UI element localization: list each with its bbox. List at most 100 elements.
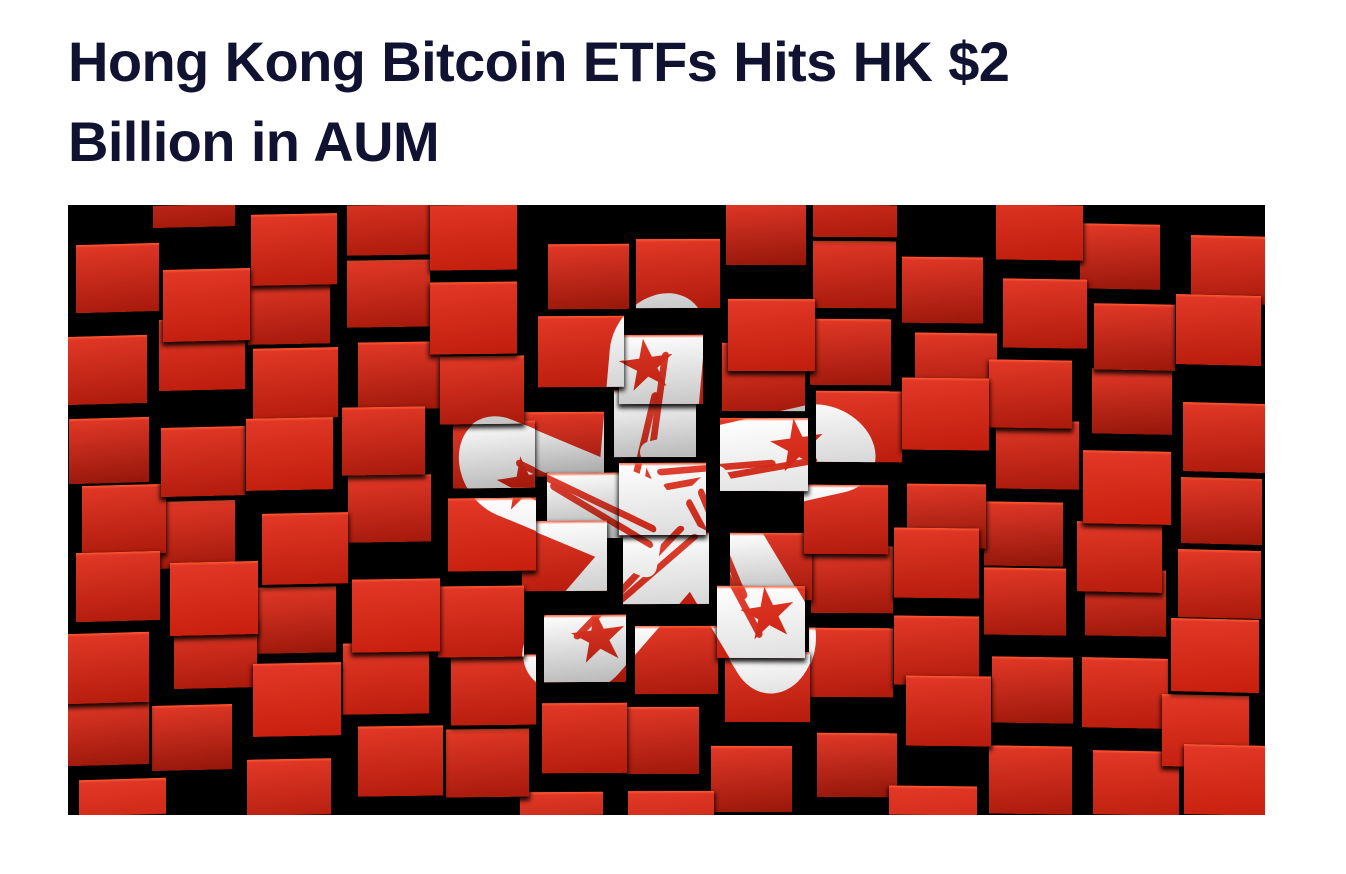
- tile-shading: [893, 527, 980, 599]
- mosaic-tile: [906, 675, 992, 747]
- tile-shading: [902, 256, 984, 323]
- tile-shading: [446, 728, 530, 798]
- tile-shading: [169, 561, 259, 637]
- petal-star-icon: [491, 453, 534, 488]
- tile-artwork-slice: [710, 746, 792, 812]
- tile-shading: [1082, 450, 1171, 526]
- mosaic-tile: [250, 212, 337, 286]
- tile-artwork-slice: [635, 238, 720, 308]
- petal-blade: [522, 520, 608, 582]
- petal-blade: [547, 498, 628, 539]
- flower-petal: [632, 462, 707, 535]
- mosaic-tile: [347, 474, 431, 544]
- petal-blade: [522, 520, 608, 592]
- petal-blade: [635, 286, 709, 308]
- tile-shading: [1182, 401, 1265, 473]
- tile-artwork-slice: [1093, 750, 1180, 815]
- mosaic-tile: [1092, 368, 1173, 435]
- flower-petal: [803, 485, 888, 552]
- tile-shading: [440, 355, 524, 425]
- petal-vein: [662, 462, 707, 491]
- petal-blade: [547, 472, 628, 539]
- petal-vein: [719, 487, 748, 492]
- mosaic-tile: [357, 725, 443, 797]
- tile-shading: [1191, 235, 1265, 306]
- tile-shading: [995, 420, 1080, 490]
- flower-petal: [622, 533, 675, 582]
- tile-shading: [352, 578, 441, 653]
- tile-artwork-slice: [452, 420, 535, 488]
- bauhinia-flower-icon: [894, 527, 910, 598]
- tile-artwork-slice: [252, 347, 338, 419]
- tile-shading: [635, 238, 720, 308]
- tile-shading: [537, 315, 624, 387]
- petal-blade: [803, 485, 888, 530]
- tile-shading: [618, 335, 703, 405]
- tile-shading: [721, 343, 805, 411]
- tile-artwork-slice: [1181, 476, 1263, 545]
- tile-shading: [1003, 278, 1088, 349]
- tile-shading: [1077, 520, 1163, 593]
- bauhinia-flower-icon: [522, 520, 608, 592]
- flower-petal: [589, 315, 624, 387]
- petal-blade: [721, 395, 805, 411]
- flower-petal: [452, 420, 535, 488]
- mosaic-tile: [447, 497, 536, 572]
- petal-vein: [634, 626, 686, 641]
- tile-shading: [1177, 549, 1262, 620]
- petal-blade: [452, 420, 535, 488]
- tile-shading: [252, 347, 338, 419]
- flower-petal: [617, 707, 699, 722]
- mosaic-tile: [247, 758, 332, 815]
- mosaic-tile: [726, 205, 807, 265]
- tile-artwork-slice: [547, 243, 629, 310]
- bauhinia-flower-icon: [448, 497, 536, 572]
- petal-blade: [541, 702, 627, 711]
- bauhinia-flower-icon: [538, 315, 624, 387]
- tile-artwork-slice: [1082, 450, 1171, 526]
- petal-vein: [684, 626, 718, 640]
- tile-shading: [710, 746, 792, 812]
- bauhinia-flower-icon: [622, 533, 709, 605]
- mosaic-tile: [438, 585, 525, 658]
- tile-shading: [158, 318, 245, 392]
- mosaic-tile: [893, 527, 980, 599]
- bauhinia-flower-icon: [634, 626, 718, 695]
- petal-vein: [640, 390, 669, 457]
- tile-artwork-slice: [816, 390, 903, 463]
- mosaic-tile: [728, 298, 816, 371]
- mosaic-tile: [446, 728, 530, 798]
- petal-blade: [450, 401, 524, 425]
- flower-petal: [501, 497, 536, 572]
- petal-vein: [696, 487, 707, 535]
- flower-petal: [541, 702, 627, 722]
- petal-vein: [603, 531, 628, 539]
- flower-petal: [547, 487, 628, 539]
- tile-artwork-slice: [158, 318, 245, 392]
- petal-vein: [619, 532, 700, 535]
- flower-petal: [730, 533, 812, 553]
- flower-petal: [613, 390, 696, 457]
- petal-star-icon: [524, 454, 554, 477]
- mosaic-tile: [81, 483, 166, 555]
- petal-blade: [716, 586, 805, 659]
- tile-artwork-slice: [547, 472, 628, 539]
- tile-shading: [816, 390, 903, 463]
- flower-petal: [816, 391, 892, 463]
- mosaic-tile: [995, 420, 1080, 490]
- bauhinia-flower-icon: [523, 411, 604, 477]
- petal-star-icon: [547, 472, 554, 516]
- petal-blade: [634, 626, 718, 695]
- flower-petal: [635, 626, 718, 695]
- mosaic-tile: [68, 631, 149, 704]
- mosaic-tile: [162, 268, 250, 342]
- mosaic-tile: [523, 411, 604, 477]
- tile-shading: [519, 791, 603, 815]
- tile-artwork-slice: [341, 406, 425, 476]
- tile-shading: [725, 651, 811, 722]
- petal-vein: [684, 533, 709, 605]
- bauhinia-flower-icon: [430, 282, 517, 355]
- mosaic-tile: [547, 472, 628, 539]
- mosaic-tile: [984, 567, 1067, 637]
- tile-shading: [817, 733, 898, 799]
